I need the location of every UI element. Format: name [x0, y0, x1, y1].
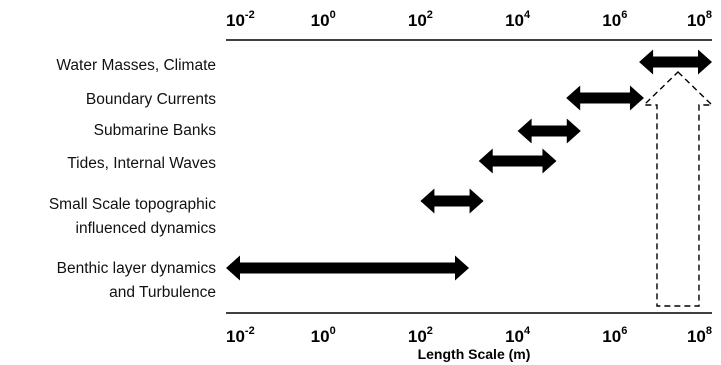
bottom-tick-label: 100 — [311, 325, 336, 346]
top-tick-labels: 10-2 100 102 104 106 108 — [226, 9, 712, 30]
process-label-tides-internal-waves: Tides, Internal Waves — [67, 155, 216, 172]
top-tick-label: 102 — [408, 9, 433, 30]
process-label-line: Water Masses, Climate — [56, 57, 216, 74]
tick-exponent: -2 — [245, 9, 255, 21]
tick-exponent: 8 — [706, 9, 712, 21]
process-label-benthic-layer: Benthic layer dynamics and Turbulence — [57, 260, 217, 301]
tick-base: 10 — [226, 327, 245, 346]
tick-base: 10 — [602, 11, 621, 30]
top-tick-label: 10-2 — [226, 9, 255, 30]
bottom-tick-label: 10-2 — [226, 325, 255, 346]
scale-range-arrows — [226, 49, 712, 281]
process-label-water-masses: Water Masses, Climate — [56, 57, 216, 74]
process-label-line: and Turbulence — [109, 284, 216, 301]
bottom-tick-label: 108 — [687, 325, 712, 346]
dashed-up-arrow-icon — [642, 71, 714, 307]
tick-base: 10 — [505, 11, 524, 30]
process-label-line: Benthic layer dynamics — [57, 260, 217, 277]
tick-base: 10 — [505, 327, 524, 346]
bottom-tick-labels: 10-2 100 102 104 106 108 — [226, 325, 712, 346]
process-label-line: Boundary Currents — [86, 91, 216, 108]
bottom-tick-label: 102 — [408, 325, 433, 346]
top-tick-label: 108 — [687, 9, 712, 30]
tick-exponent: 6 — [621, 9, 627, 21]
range-arrow-water-masses — [639, 49, 712, 75]
range-arrow-submarine-banks — [517, 118, 581, 144]
tick-base: 10 — [408, 327, 427, 346]
process-label-line: Small Scale topographic — [49, 196, 216, 213]
tick-base: 10 — [311, 11, 330, 30]
range-arrow-boundary-currents — [566, 85, 644, 111]
process-labels: Water Masses, Climate Boundary Currents Su… — [49, 57, 216, 301]
tick-base: 10 — [408, 11, 427, 30]
process-label-line: Tides, Internal Waves — [67, 155, 216, 172]
tick-base: 10 — [226, 11, 245, 30]
tick-base: 10 — [311, 327, 330, 346]
tick-exponent: 4 — [524, 325, 531, 337]
tick-base: 10 — [602, 327, 621, 346]
axis-title: Length Scale (m) — [418, 346, 531, 362]
process-label-line: Submarine Banks — [94, 122, 217, 139]
process-label-boundary-currents: Boundary Currents — [86, 91, 216, 108]
bottom-tick-label: 106 — [602, 325, 627, 346]
process-label-line: influenced dynamics — [76, 220, 217, 237]
range-arrow-tides-internal-waves — [478, 148, 557, 174]
top-tick-label: 106 — [602, 9, 627, 30]
tick-exponent: -2 — [245, 325, 255, 337]
process-label-small-scale-topographic: Small Scale topographic influenced dynami… — [49, 196, 216, 237]
tick-exponent: 4 — [524, 9, 531, 21]
tick-base: 10 — [687, 327, 706, 346]
tick-base: 10 — [687, 11, 706, 30]
tick-exponent: 6 — [621, 325, 627, 337]
process-label-submarine-banks: Submarine Banks — [94, 122, 217, 139]
range-arrow-benthic-layer — [226, 255, 469, 281]
range-arrow-small-scale-topographic — [420, 188, 484, 214]
top-tick-label: 104 — [505, 9, 531, 30]
tick-exponent: 0 — [330, 325, 336, 337]
tick-exponent: 0 — [330, 9, 336, 21]
bottom-tick-label: 104 — [505, 325, 531, 346]
top-tick-label: 100 — [311, 9, 336, 30]
tick-exponent: 8 — [706, 325, 712, 337]
tick-exponent: 2 — [427, 325, 433, 337]
tick-exponent: 2 — [427, 9, 433, 21]
